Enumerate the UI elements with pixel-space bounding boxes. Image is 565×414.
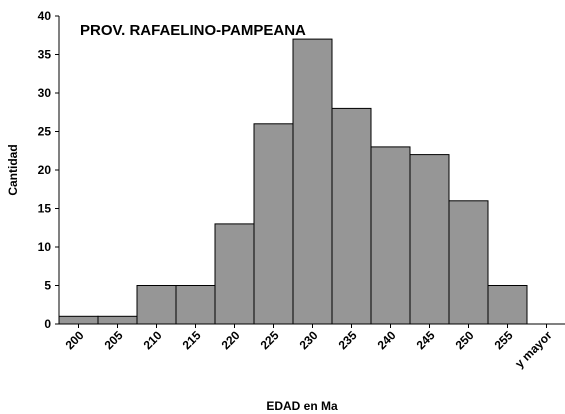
bar-215 [175,285,216,325]
x-tick-label: 250 [453,328,477,352]
x-tick-label: 245 [414,328,438,352]
bar-250 [448,200,489,325]
x-tick-label: 255 [492,328,516,352]
bars-group [58,38,528,325]
y-tick-label: 15 [38,202,52,216]
y-tick-label: 40 [38,9,52,23]
bar-200 [58,315,99,325]
x-tick-label: 225 [258,328,282,352]
x-tick-label: 230 [297,328,321,352]
chart-title: PROV. RAFAELINO-PAMPEANA [80,22,306,39]
y-axis-title: Cantidad [6,144,20,195]
y-tick-label: 10 [38,240,52,254]
bar-225 [253,123,294,325]
x-tick-label: 200 [63,328,87,352]
y-tick-label: 35 [38,48,52,62]
x-tick-label: 235 [336,328,360,352]
bar-240 [370,146,411,325]
bar-205 [97,315,138,325]
bar-255 [487,285,528,325]
bar-210 [136,285,177,325]
y-tick-label: 5 [44,279,51,293]
bar-245 [409,154,450,325]
x-axis-title: EDAD en Ma [266,399,338,413]
x-tick-label: y mayor [512,328,555,371]
bar-220 [214,223,255,325]
y-tick-label: 25 [38,125,52,139]
y-ticks-group: 0 5 10 15 20 25 30 35 40 [38,9,59,331]
x-tick-label: 215 [180,328,204,352]
y-tick-label: 0 [44,317,51,331]
y-tick-label: 20 [38,163,52,177]
bar-235 [331,107,372,325]
x-tick-label: 220 [219,328,243,352]
bar-230 [292,38,333,325]
x-tick-label: 240 [375,328,399,352]
y-tick-label: 30 [38,86,52,100]
x-tick-label: 205 [102,328,126,352]
x-tick-label: 210 [141,328,165,352]
